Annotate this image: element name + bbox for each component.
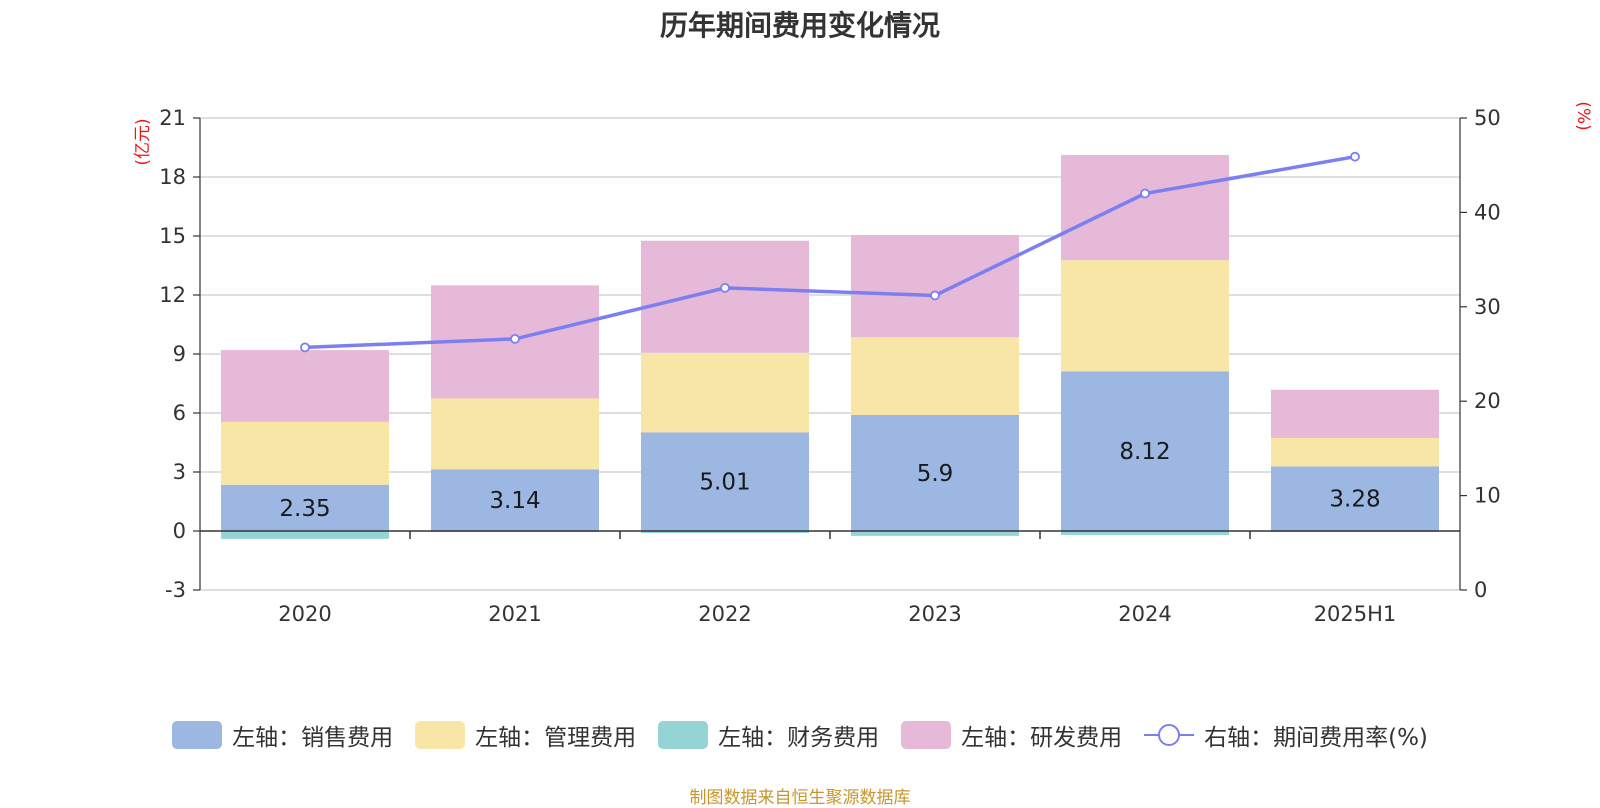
- bar-segment: [1271, 437, 1439, 467]
- right-axis-tick-label: 20: [1474, 389, 1501, 413]
- bar-segment: [851, 414, 1019, 531]
- x-axis-tick-label: 2023: [908, 602, 961, 626]
- x-axis-tick-label: 2020: [278, 602, 331, 626]
- x-axis-tick-label: 2022: [698, 602, 751, 626]
- data-label: 5.01: [699, 470, 750, 496]
- legend-swatch-admin: [415, 721, 466, 749]
- legend-label-rnd: 左轴：研发费用: [961, 725, 1123, 751]
- rate-line-point: [300, 342, 310, 353]
- left-axis-tick-label: 12: [159, 283, 186, 307]
- right-axis-tick-label: 0: [1474, 578, 1487, 602]
- legend-swatch-sales: [172, 721, 223, 749]
- data-label: 2.35: [279, 496, 330, 522]
- right-axis-tick-label: 50: [1474, 106, 1501, 130]
- right-axis-tick-label: 10: [1474, 484, 1501, 508]
- bar-segment: [221, 531, 389, 539]
- bar-segment: [431, 398, 599, 470]
- data-label: 5.9: [917, 461, 954, 487]
- legend-label-admin: 左轴：管理费用: [475, 725, 637, 751]
- legend-label-sales: 左轴：销售费用: [232, 725, 394, 751]
- rate-line-point: [1350, 151, 1360, 162]
- left-axis-tick-label: 15: [159, 224, 186, 248]
- left-axis-tick-label: 18: [159, 165, 186, 189]
- left-axis-unit: (亿元): [133, 118, 153, 165]
- bar-segment: [1061, 260, 1229, 372]
- legend-item-rate[interactable]: 右轴：期间费用率(%): [1144, 718, 1428, 752]
- left-axis-tick-label: 0: [173, 519, 186, 543]
- bar-segment: [851, 235, 1019, 338]
- bar-segment: [221, 350, 389, 422]
- left-axis-tick-label: 21: [159, 106, 186, 130]
- bar-segment: [1061, 154, 1229, 261]
- bar-segment: [1271, 466, 1439, 531]
- right-axis-unit: (%): [1573, 101, 1593, 130]
- rate-line: [300, 151, 1360, 353]
- bar-segment: [641, 240, 809, 353]
- bar-segment: [851, 531, 1019, 536]
- right-axis-tick-label: 30: [1474, 295, 1501, 319]
- bar-segment: [1061, 371, 1229, 531]
- left-axis-tick-label: 6: [173, 401, 186, 425]
- legend-swatch-rnd: [901, 721, 952, 749]
- bar-segment: [1061, 531, 1229, 535]
- right-axis-tick-label: 40: [1474, 200, 1501, 224]
- legend-line-marker-icon: [1144, 724, 1195, 746]
- bar-segment: [221, 421, 389, 485]
- rate-line-point: [510, 333, 520, 344]
- legend: 左轴：销售费用 左轴：管理费用 左轴：财务费用 左轴：研发费用 右轴：期间费用率…: [0, 718, 1600, 752]
- data-label: 8.12: [1119, 439, 1170, 465]
- rate-line-point: [720, 283, 730, 293]
- left-axis-tick-label: 9: [173, 342, 186, 366]
- data-label: 3.28: [1329, 487, 1380, 513]
- left-axis-tick-label: -3: [165, 578, 186, 602]
- rate-line-path: [304, 154, 1356, 350]
- rate-line-point: [930, 290, 940, 301]
- bar-segment: [221, 484, 389, 531]
- legend-item-rnd[interactable]: 左轴：研发费用: [901, 718, 1122, 752]
- data-labels: 2.35 3.14 5.01 5.9 8.12 3.28: [279, 439, 1380, 522]
- legend-item-sales[interactable]: 左轴：销售费用: [172, 718, 393, 752]
- data-label: 3.14: [489, 488, 540, 514]
- bar-segment: [641, 432, 809, 531]
- bar-segment: [851, 337, 1019, 415]
- bar-segment: [431, 469, 599, 531]
- bar-segment: [1271, 389, 1439, 438]
- legend-item-admin[interactable]: 左轴：管理费用: [415, 718, 636, 752]
- legend-label-finance: 左轴：财务费用: [718, 725, 880, 751]
- bar-stacks: [221, 154, 1439, 539]
- x-axis-tick-label: 2025H1: [1314, 602, 1397, 626]
- source-note: 制图数据来自恒生聚源数据库: [689, 788, 911, 808]
- legend-item-finance[interactable]: 左轴：财务费用: [658, 718, 879, 752]
- chart-title: 历年期间费用变化情况: [659, 9, 940, 42]
- bar-segment: [641, 531, 809, 533]
- bar-segment: [641, 352, 809, 433]
- x-axis-tick-label: 2024: [1118, 602, 1171, 626]
- legend-label-rate: 右轴：期间费用率(%): [1204, 725, 1428, 751]
- x-axis-tick-label: 2021: [488, 602, 541, 626]
- rate-line-point: [1140, 188, 1150, 199]
- legend-swatch-finance: [658, 721, 709, 749]
- gridlines: [200, 117, 1460, 591]
- left-axis-tick-label: 3: [173, 460, 186, 484]
